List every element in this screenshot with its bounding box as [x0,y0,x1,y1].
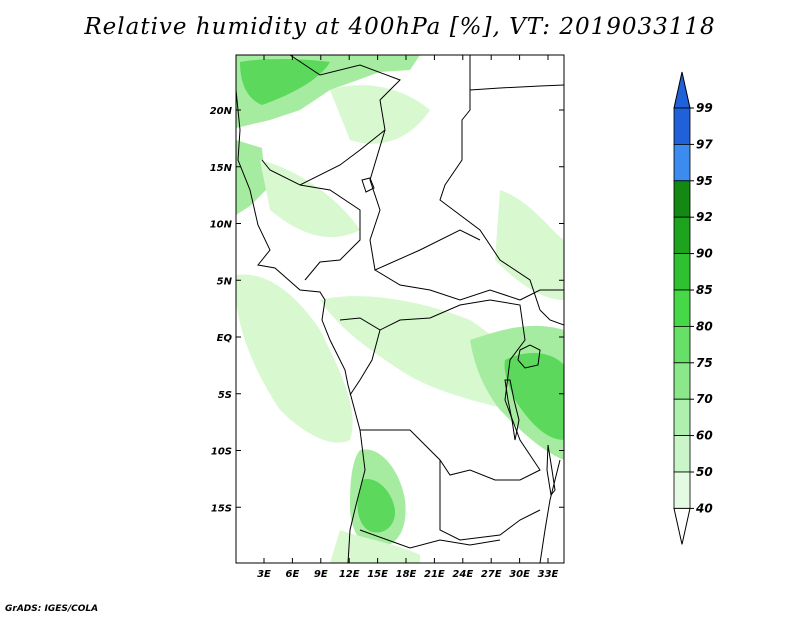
lon-label: 9E [314,569,328,580]
latitude-axis: 20N 15N 10N 5N EQ 5S 10S 15S [210,106,564,514]
lon-label: 18E [396,569,417,580]
lake-tanganyika [504,379,520,441]
lon-label: 15E [367,569,388,580]
colorbar-label: 60 [696,429,713,443]
credit-label: GrADS: IGES/COLA [5,604,99,614]
colorbar-label: 99 [696,101,713,115]
colorbar-arrow-bottom [673,507,691,545]
lat-label: 10S [211,447,232,458]
border-chad [369,129,481,271]
humidity-core-rift [504,353,564,440]
lon-label: 27E [481,569,502,580]
humidity-area-congo-west [236,274,353,443]
colorbar-label: 50 [696,465,713,479]
lake-malawi [546,444,556,497]
border-car [374,269,521,301]
lat-label: 15N [210,163,233,174]
lat-label: 10N [210,220,233,231]
border-angola-zambia [439,460,541,541]
lon-label: 3E [257,569,271,580]
humidity-haze-east [495,190,564,300]
colorbar-segment [673,107,691,145]
map-boundaries [236,55,564,563]
lake-victoria [517,344,541,369]
lon-label: 12E [339,569,360,580]
colorbar: 99 97 95 92 90 85 80 75 70 60 50 40 [673,71,713,545]
colorbar-label: 90 [696,247,713,261]
border-libya-sudan [439,55,541,311]
lat-label: 5S [218,390,232,401]
lat-label: 15S [211,503,232,514]
colorbar-label: 75 [696,356,713,370]
map-title: Relative humidity at 400hPa [%], VT: 201… [84,14,716,40]
colorbar-segment [673,435,691,473]
colorbar-label: 92 [696,210,713,224]
colorbar-segment [673,143,691,182]
lat-label: 20N [210,106,233,117]
colorbar-segment [673,253,691,291]
humidity-haze-south [330,530,420,563]
border-east [519,289,564,563]
humidity-core-angola [357,479,396,533]
colorbar-label: 97 [696,137,713,151]
border-congo [339,317,381,396]
coastline-west [236,89,366,563]
coastline-northeast [469,84,564,91]
colorbar-segment [673,398,691,437]
colorbar-segment [673,216,691,254]
lat-label: EQ [217,333,233,344]
colorbar-label: 85 [696,283,713,297]
colorbar-segment [673,289,691,327]
colorbar-label: 40 [695,501,713,515]
lon-label: 30E [509,569,530,580]
colorbar-segment [673,325,691,364]
lon-label: 21E [424,569,445,580]
border-south [359,529,501,549]
humidity-haze-north [330,85,430,144]
lon-label: 33E [538,569,559,580]
humidity-area-westcoast [236,140,266,215]
lat-label: 5N [217,276,233,287]
map-frame [235,54,565,564]
colorbar-label: 80 [696,319,713,333]
colorbar-label: 95 [696,174,713,188]
lon-label: 24E [452,569,473,580]
border-nigeria [299,184,361,281]
colorbar-segment [673,180,691,218]
colorbar-segment [673,471,691,509]
humidity-core-northwest [240,59,330,105]
longitude-axis: 3E 6E 9E 12E 15E 18E 21E 24E 27E 30E 33E [257,55,559,580]
colorbar-segment [673,362,691,400]
humidity-haze-sahel [260,160,360,238]
colorbar-arrow-top [673,71,691,109]
humidity-field [236,55,564,563]
lake-chad [361,177,375,193]
colorbar-label: 70 [696,392,713,406]
lon-label: 6E [286,569,300,580]
